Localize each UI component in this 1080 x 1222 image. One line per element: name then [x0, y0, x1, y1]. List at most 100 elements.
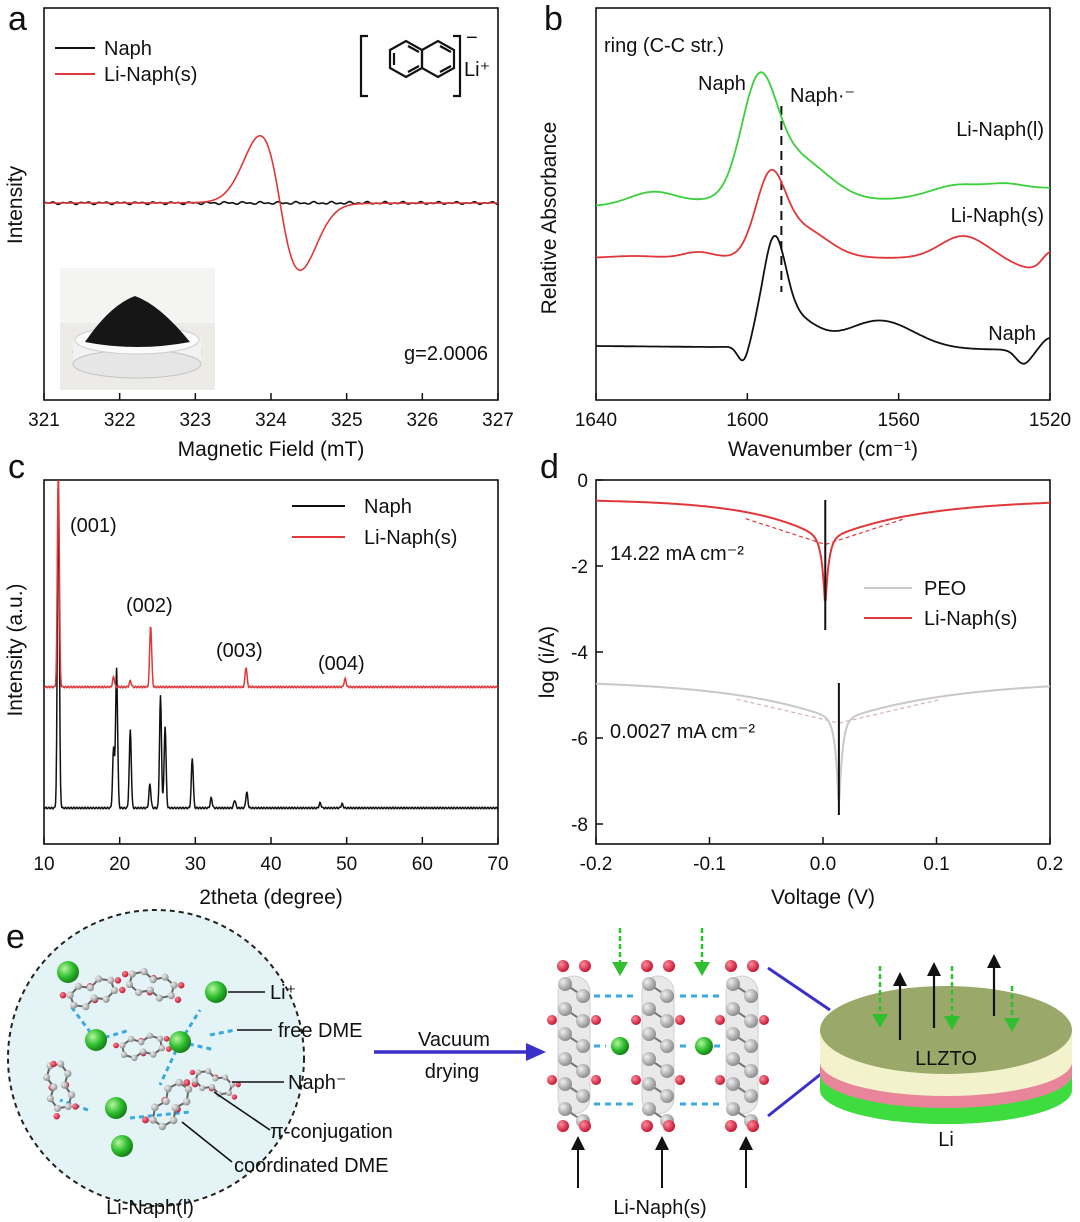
disk-black-arrowhead-3 — [987, 954, 1001, 968]
carbon-atom — [110, 986, 119, 995]
panel-a-xtick-label: 321 — [28, 410, 60, 431]
oxygen-atom — [177, 982, 185, 989]
oxygen-atom — [675, 1075, 685, 1085]
disk-green-arrowhead-3 — [1004, 1018, 1020, 1032]
green-flux-arrows-solid — [618, 928, 704, 964]
carbon-atom — [158, 1044, 166, 1052]
oxygen-atom — [72, 1103, 79, 1110]
annotation-leaders — [181, 991, 284, 1163]
carbon-atom — [726, 1077, 740, 1091]
panel-d-ytick-label: -6 — [571, 729, 588, 750]
oxygen-atom — [747, 1120, 759, 1132]
oxygen-atom — [231, 1094, 238, 1100]
carbon-atom — [660, 1089, 674, 1103]
oxygen-atom — [759, 1015, 769, 1025]
carbon-atom — [558, 1077, 572, 1091]
carbon-atom — [95, 975, 103, 983]
carbon-atom — [171, 1104, 180, 1112]
li-ion-label: Li⁺ — [270, 982, 296, 1004]
series-label-li-naph-s: Li-Naph(s) — [951, 205, 1044, 227]
carbon-atom — [192, 1077, 199, 1084]
carbon-atom — [558, 1027, 572, 1041]
oxygen-atom — [641, 960, 653, 972]
oxygen-atom — [579, 960, 591, 972]
oxygen-atom — [663, 960, 675, 972]
carbon-atom — [74, 982, 83, 990]
series-line-li-naph-s-ir — [595, 168, 1051, 269]
carbon-atom — [576, 1039, 590, 1053]
disk-green-arrowhead-2 — [944, 1016, 960, 1030]
zoom-line-top — [767, 966, 831, 1012]
panel-c-xtick-label: 60 — [412, 854, 433, 875]
zoom-line-bottom — [767, 1068, 827, 1118]
carbon-atom — [90, 994, 98, 1002]
series-line-naph-ir — [596, 234, 1051, 365]
carbon-atom — [212, 1075, 219, 1082]
naphthalene-molecules-liquid — [43, 968, 241, 1131]
oxygen-atom — [114, 977, 122, 984]
oxygen-atom — [759, 1075, 769, 1085]
carbon-atom — [726, 1102, 740, 1116]
carbon-atom — [53, 1104, 62, 1112]
panel-c-label: c — [8, 448, 25, 486]
carbon-atom — [120, 1051, 128, 1059]
carbon-atom — [744, 989, 758, 1003]
carbon-atom — [169, 1116, 178, 1125]
dme-coordination-links — [59, 1004, 236, 1120]
carbon-atom — [43, 1073, 51, 1081]
legend-label-peo: PEO — [924, 578, 966, 600]
carbon-atom — [660, 1014, 674, 1028]
panel-e: e Li⁺ fr — [6, 909, 1072, 1219]
carbon-atom — [146, 986, 154, 994]
exchange-current-li-naph: 14.22 mA cm⁻² — [610, 543, 744, 565]
carbon-atom — [195, 1069, 202, 1076]
carbon-atom — [226, 1090, 233, 1097]
li-ion-solid-1 — [611, 1037, 629, 1055]
panel-c-ylabel: Intensity (a.u.) — [4, 583, 27, 716]
naph-anion-label: Naph⁻ — [288, 1072, 346, 1094]
peak-naph-anion-label: Naph·⁻ — [790, 85, 855, 107]
oxygen-atom — [547, 1075, 557, 1085]
coordinated-dme-label: coordinated DME — [234, 1155, 389, 1177]
oxygen-atom — [235, 1081, 241, 1088]
panel-d-ytick-label: -4 — [571, 643, 588, 664]
oxygen-atom — [715, 1015, 725, 1025]
carbon-atom — [158, 1122, 167, 1131]
carbon-atom — [726, 1002, 740, 1016]
llzto-label: LLZTO — [915, 1048, 977, 1070]
panel-b-ylabel: Relative Absorbance — [538, 122, 561, 315]
naphthalene-anion-structure — [359, 34, 462, 98]
li-metal-label: Li — [938, 1129, 954, 1151]
llzto-li-disk — [820, 986, 1072, 1124]
carbon-atom — [744, 1014, 758, 1028]
carbon-atom — [726, 1052, 740, 1066]
li-ions-liquid — [57, 961, 227, 1157]
carbon-atom — [558, 1102, 572, 1116]
panel-c-xtick-label: 10 — [33, 854, 54, 875]
panel-d: d -0.2 -0.1 0.0 0.1 0.2 0 -2 -4 -6 -8 Voltage (V… — [536, 448, 1063, 909]
carbon-atom — [182, 1097, 191, 1106]
carbon-atom — [82, 1003, 90, 1011]
series-line-li-naph-epr — [44, 135, 498, 271]
panel-a-xtick-label: 325 — [331, 410, 363, 431]
carbon-atom — [184, 1085, 193, 1093]
panel-b-label: b — [544, 0, 563, 38]
drying-label: drying — [425, 1061, 479, 1083]
carbon-atom — [660, 1039, 674, 1053]
carbon-atom — [131, 1054, 138, 1062]
panel-b-xtick-label: 1520 — [1029, 410, 1071, 431]
carbon-atom — [140, 968, 148, 976]
exchange-current-peo: 0.0027 mA cm⁻² — [610, 721, 755, 743]
disk-black-arrowhead-1 — [893, 972, 907, 986]
liquid-caption: Li-Naph(l) — [106, 1197, 194, 1219]
green-flux-arrows-disk — [878, 966, 1014, 1020]
panel-c: c 10 20 30 40 50 60 70 2theta (degree) Intensi… — [4, 448, 509, 909]
series-line-li-naph-l-ir — [595, 71, 1050, 207]
carbon-atom — [642, 1077, 656, 1091]
panel-d-xtick-label: 0.0 — [810, 854, 836, 875]
carbon-atom — [660, 989, 674, 1003]
peak-label-004: (004) — [318, 653, 365, 675]
panel-c-xtick-label: 40 — [260, 854, 281, 875]
stacked-naphthalene-solid — [547, 960, 769, 1132]
peak-label-001: (001) — [70, 515, 117, 537]
